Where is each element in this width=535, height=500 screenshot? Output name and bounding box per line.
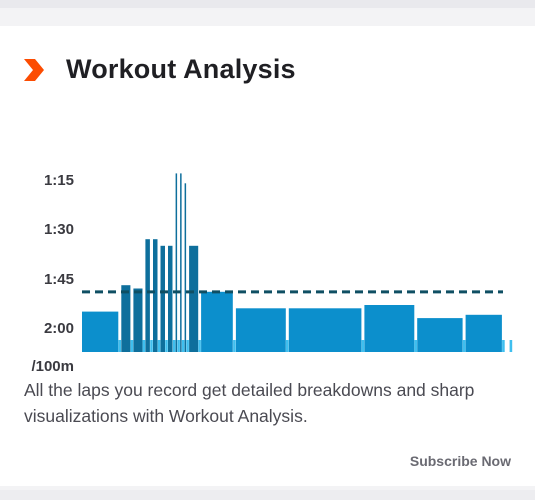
y-tick-label: 2:00 — [44, 320, 74, 337]
lap-bar — [184, 183, 187, 352]
lap-bar — [175, 173, 178, 352]
card-description: All the laps you record get detailed bre… — [24, 380, 475, 426]
rest-marker — [198, 340, 201, 352]
rest-marker — [233, 340, 236, 352]
lap-bar — [288, 308, 362, 352]
bottom-strip — [0, 490, 535, 500]
lap-bar — [145, 239, 150, 352]
lap-bar — [160, 245, 165, 352]
rest-marker — [157, 340, 161, 352]
card-header: Workout Analysis — [24, 54, 296, 85]
rest-marker — [502, 340, 505, 352]
rest-marker — [165, 340, 168, 352]
lap-bar — [235, 308, 286, 352]
rest-marker — [286, 340, 289, 352]
pace-chart-svg: 1:15 1:30 1:45 2:00/100m — [31, 172, 513, 375]
lap-bar — [201, 291, 233, 352]
workout-analysis-card: Workout Analysis 1:15 1:30 1:45 2:00/100m A… — [0, 26, 535, 486]
lap-bar — [82, 311, 119, 352]
rest-marker — [118, 340, 122, 352]
lap-bar — [417, 318, 463, 352]
lap-bar — [465, 314, 502, 352]
rest-marker — [361, 340, 365, 352]
rest-marker — [462, 340, 466, 352]
subscribe-now-link[interactable]: Subscribe Now — [409, 453, 511, 469]
y-tick-label: 1:15 — [44, 172, 74, 189]
rest-marker — [142, 340, 146, 352]
lap-bar — [121, 285, 131, 352]
lap-bar — [364, 305, 415, 352]
top-strip — [0, 0, 535, 8]
y-tick-label: 1:30 — [44, 221, 74, 238]
lap-bar — [168, 245, 173, 352]
lap-bar — [189, 245, 199, 352]
rest-marker — [509, 340, 513, 352]
lap-bar — [153, 239, 158, 352]
chevron-right-icon — [24, 58, 44, 81]
rest-marker — [181, 340, 185, 352]
y-tick-label: 1:45 — [44, 271, 74, 288]
rest-marker — [414, 340, 417, 352]
y-tick-label: /100m — [31, 358, 74, 375]
rest-marker — [172, 340, 176, 352]
pace-chart: 1:15 1:30 1:45 2:00/100m — [0, 136, 535, 376]
rest-marker — [177, 340, 180, 352]
rest-marker — [186, 340, 189, 352]
lap-bar — [180, 173, 182, 352]
rest-marker — [150, 340, 153, 352]
card-title: Workout Analysis — [66, 54, 296, 84]
lap-bar — [133, 288, 143, 352]
rest-marker — [130, 340, 134, 352]
